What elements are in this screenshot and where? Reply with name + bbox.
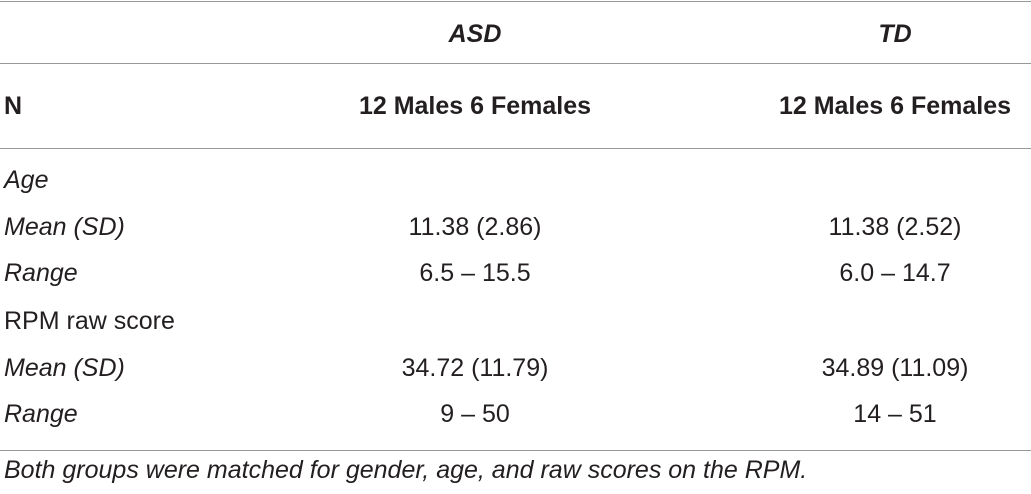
section-label: Age <box>4 166 49 194</box>
cell: 9 – 50 <box>440 400 510 428</box>
row-label: N <box>4 92 23 120</box>
rule <box>0 63 1031 64</box>
cell: 34.89 (11.09) <box>821 354 969 382</box>
cell: 14 – 51 <box>853 400 937 428</box>
row-label: Range <box>4 400 78 428</box>
cell: 6.5 – 15.5 <box>419 259 531 287</box>
section-label: RPM raw score <box>4 307 175 335</box>
cell: 6.0 – 14.7 <box>839 259 951 287</box>
row-label: Mean (SD) <box>4 213 125 241</box>
rule <box>0 148 1031 149</box>
cell: 11.38 (2.52) <box>828 213 962 241</box>
rule <box>0 1 1031 2</box>
cell: 34.72 (11.79) <box>401 354 549 382</box>
cell: 12 Males 6 Females <box>358 92 592 120</box>
rule <box>0 450 1031 451</box>
cell: 11.38 (2.86) <box>408 213 542 241</box>
cell: 12 Males 6 Females <box>778 92 1012 120</box>
footnote: Both groups were matched for gender, age… <box>4 456 808 484</box>
column-header: TD <box>878 20 912 48</box>
row-label: Mean (SD) <box>4 354 125 382</box>
row-label: Range <box>4 259 78 287</box>
column-header: ASD <box>448 20 502 48</box>
